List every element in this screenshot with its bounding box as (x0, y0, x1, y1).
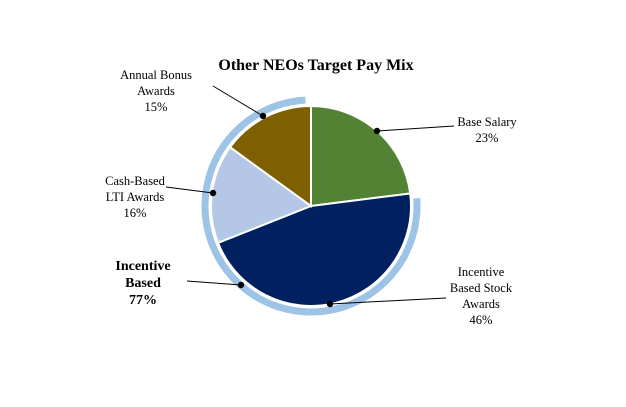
slice-label-3: Annual Bonus Awards 15% (120, 68, 192, 114)
pie-slice-1 (216, 192, 412, 307)
leader-dot-0 (373, 127, 381, 135)
leader-line-0 (376, 125, 455, 132)
leader-line-2 (165, 186, 214, 194)
group-leader-line (186, 280, 242, 286)
slice-label-2: Cash-Based LTI Awards 16% (105, 174, 165, 220)
leader-dot-2 (209, 189, 217, 197)
leader-line-1 (329, 297, 447, 305)
pie-slice-0 (310, 104, 412, 208)
slice-label-0: Base Salary 23% (457, 115, 517, 145)
slice-labels: Base Salary 23% Incentive Based Stock Awards… (105, 68, 517, 327)
slice-label-1: Incentive Based Stock Awards 46% (450, 265, 513, 327)
pie-slices (210, 104, 412, 307)
leader-dot-1 (326, 300, 334, 308)
leader-dot-3 (259, 112, 267, 120)
chart-title: Other NEOs Target Pay Mix (218, 57, 413, 74)
leader-lines (165, 85, 455, 308)
group-label: Incentive Based 77% (115, 259, 170, 308)
leader-line-3 (212, 85, 264, 117)
group-leader-dot (237, 281, 245, 289)
